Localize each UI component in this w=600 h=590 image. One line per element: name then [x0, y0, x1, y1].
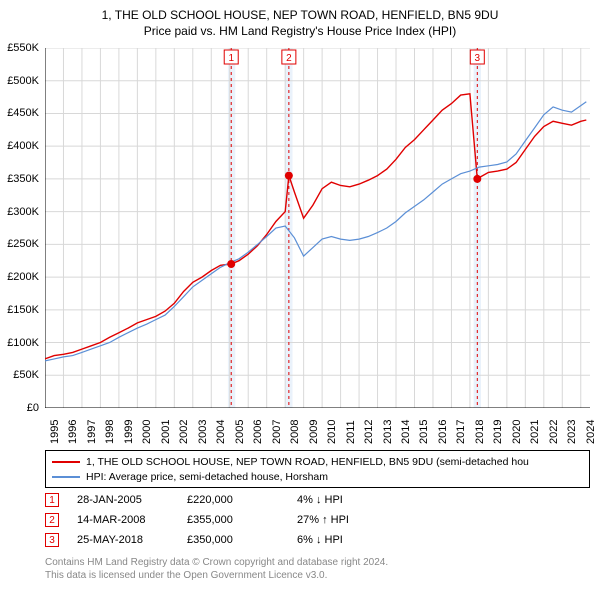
legend-swatch [52, 461, 80, 463]
chart-svg: 1 2 3 [45, 48, 590, 408]
event-row: 2 14-MAR-2008£355,00027% ↑ HPI [45, 510, 590, 530]
x-tick-label: 2020 [511, 420, 523, 444]
x-tick-label: 2014 [400, 420, 412, 444]
x-tick-label: 2010 [326, 420, 338, 444]
y-tick-label: £0 [27, 402, 39, 414]
x-tick-label: 2008 [289, 420, 301, 444]
title-block: 1, THE OLD SCHOOL HOUSE, NEP TOWN ROAD, … [0, 0, 600, 42]
x-axis: 1995 1996 1997 1998 1999 2000 2001 2002 2003 2004… [45, 412, 590, 452]
event-price: £220,000 [187, 494, 297, 506]
legend-swatch [52, 476, 80, 478]
footer-line1: Contains HM Land Registry data © Crown c… [45, 556, 388, 569]
title-subtitle: Price paid vs. HM Land Registry's House … [10, 24, 590, 38]
y-tick-label: £50K [13, 369, 39, 381]
x-tick-label: 2013 [382, 420, 394, 444]
legend-item: HPI: Average price, semi-detached house,… [52, 469, 583, 484]
y-tick-label: £500K [7, 75, 39, 87]
event-date: 14-MAR-2008 [77, 514, 187, 526]
y-tick-label: £100K [7, 337, 39, 349]
x-tick-label: 2021 [529, 420, 541, 444]
y-tick-label: £200K [7, 271, 39, 283]
legend-item: 1, THE OLD SCHOOL HOUSE, NEP TOWN ROAD, … [52, 454, 583, 469]
y-axis: £0£50K£100K£150K£200K£250K£300K£350K£400… [0, 48, 42, 408]
x-tick-label: 2009 [308, 420, 320, 444]
event-marker: 2 [45, 513, 59, 527]
x-tick-label: 2024 [585, 420, 597, 444]
x-tick-label: 2005 [234, 420, 246, 444]
event-date: 25-MAY-2018 [77, 534, 187, 546]
legend-label: HPI: Average price, semi-detached house,… [86, 471, 328, 483]
x-tick-label: 2001 [160, 420, 172, 444]
svg-text:3: 3 [475, 53, 481, 64]
event-marker: 3 [45, 533, 59, 547]
x-tick-label: 2015 [418, 420, 430, 444]
title-address: 1, THE OLD SCHOOL HOUSE, NEP TOWN ROAD, … [10, 8, 590, 22]
footer-line2: This data is licensed under the Open Gov… [45, 569, 388, 582]
chart-container: 1, THE OLD SCHOOL HOUSE, NEP TOWN ROAD, … [0, 0, 600, 590]
x-tick-label: 1999 [123, 420, 135, 444]
event-diff: 4% ↓ HPI [297, 494, 407, 506]
x-tick-label: 2004 [215, 420, 227, 444]
x-tick-label: 2012 [363, 420, 375, 444]
x-tick-label: 2011 [345, 420, 357, 444]
chart-plot: 1 2 3 [45, 48, 590, 408]
x-tick-label: 2018 [474, 420, 486, 444]
x-tick-label: 2023 [566, 420, 578, 444]
events-table: 1 28-JAN-2005£220,0004% ↓ HPI 2 14-MAR-2008… [45, 490, 590, 550]
event-row: 3 25-MAY-2018£350,0006% ↓ HPI [45, 530, 590, 550]
x-tick-label: 2002 [178, 420, 190, 444]
event-row: 1 28-JAN-2005£220,0004% ↓ HPI [45, 490, 590, 510]
event-date: 28-JAN-2005 [77, 494, 187, 506]
x-tick-label: 1997 [86, 420, 98, 444]
svg-text:1: 1 [228, 53, 234, 64]
event-price: £355,000 [187, 514, 297, 526]
svg-text:2: 2 [286, 53, 292, 64]
event-marker: 1 [45, 493, 59, 507]
x-tick-label: 2006 [252, 420, 264, 444]
x-tick-label: 2016 [437, 420, 449, 444]
y-tick-label: £250K [7, 238, 39, 250]
legend: 1, THE OLD SCHOOL HOUSE, NEP TOWN ROAD, … [45, 450, 590, 488]
x-tick-label: 1995 [49, 420, 61, 444]
x-tick-label: 1998 [104, 420, 116, 444]
x-tick-label: 2000 [141, 420, 153, 444]
x-tick-label: 1996 [67, 420, 79, 444]
x-tick-label: 2007 [271, 420, 283, 444]
y-tick-label: £150K [7, 304, 39, 316]
y-tick-label: £350K [7, 173, 39, 185]
x-tick-label: 2019 [492, 420, 504, 444]
x-tick-label: 2022 [548, 420, 560, 444]
y-tick-label: £400K [7, 140, 39, 152]
y-tick-label: £300K [7, 206, 39, 218]
y-tick-label: £450K [7, 107, 39, 119]
x-tick-label: 2017 [455, 420, 467, 444]
legend-label: 1, THE OLD SCHOOL HOUSE, NEP TOWN ROAD, … [86, 456, 529, 468]
event-diff: 6% ↓ HPI [297, 534, 407, 546]
event-diff: 27% ↑ HPI [297, 514, 407, 526]
event-price: £350,000 [187, 534, 297, 546]
x-tick-label: 2003 [197, 420, 209, 444]
y-tick-label: £550K [7, 42, 39, 54]
footer-attribution: Contains HM Land Registry data © Crown c… [45, 556, 388, 582]
